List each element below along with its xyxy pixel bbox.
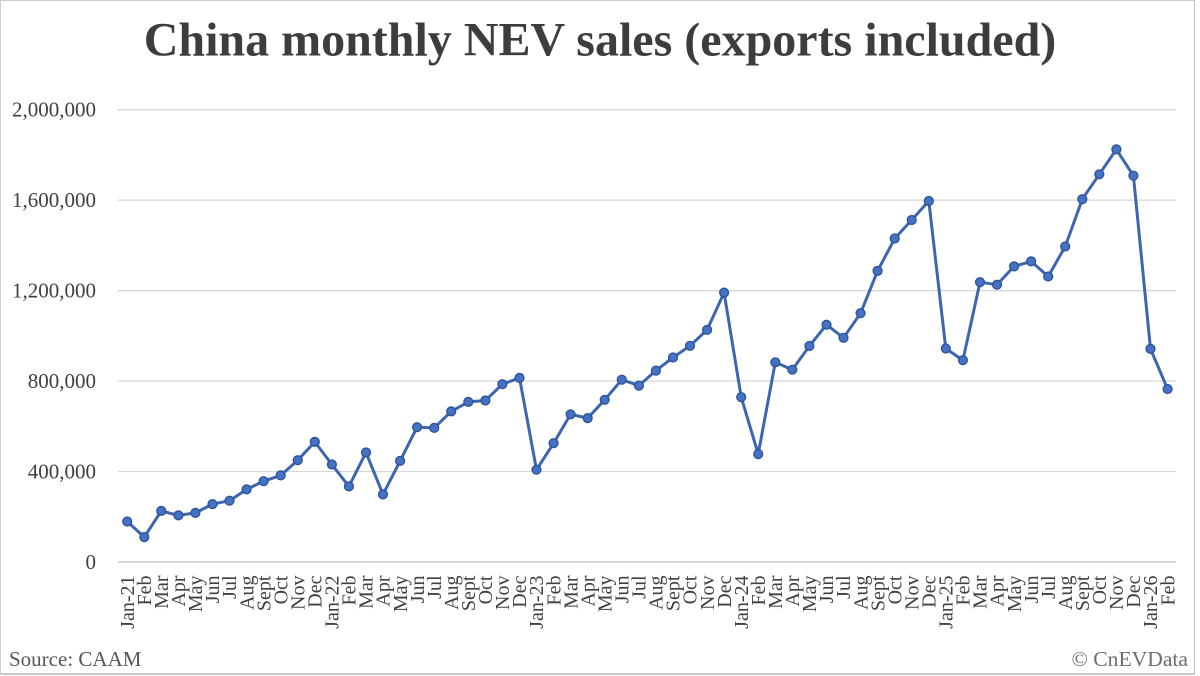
svg-text:Jun: Jun [1021, 576, 1043, 604]
svg-text:May: May [185, 576, 207, 613]
svg-text:Aug: Aug [236, 576, 258, 610]
svg-text:Mar: Mar [151, 575, 173, 609]
svg-text:1,600,000: 1,600,000 [12, 188, 96, 212]
svg-text:Mar: Mar [560, 575, 582, 609]
svg-text:Oct: Oct [475, 575, 497, 604]
svg-text:Aug: Aug [441, 576, 463, 610]
svg-text:Oct: Oct [1089, 575, 1111, 604]
svg-text:Nov: Nov [288, 576, 310, 610]
svg-text:Mar: Mar [356, 575, 378, 609]
svg-text:Jul: Jul [219, 575, 241, 599]
svg-text:Sept: Sept [867, 575, 889, 611]
svg-text:Oct: Oct [680, 575, 702, 604]
svg-text:Nov: Nov [697, 576, 719, 610]
svg-text:Apr: Apr [782, 575, 804, 606]
svg-text:Dec: Dec [714, 575, 736, 607]
svg-text:800,000: 800,000 [28, 369, 96, 393]
svg-text:Aug: Aug [646, 576, 668, 610]
svg-text:Nov: Nov [901, 576, 923, 610]
svg-text:0: 0 [86, 550, 97, 574]
svg-text:2,000,000: 2,000,000 [12, 98, 96, 122]
svg-text:Apr: Apr [987, 575, 1009, 606]
svg-text:Dec: Dec [509, 575, 531, 607]
svg-text:Jan-24: Jan-24 [731, 576, 753, 629]
svg-text:Jan-21: Jan-21 [117, 576, 139, 629]
svg-text:Jan-26: Jan-26 [1140, 576, 1162, 629]
svg-text:Feb: Feb [543, 576, 565, 606]
svg-text:Jan-22: Jan-22 [322, 576, 344, 629]
svg-text:Jun: Jun [816, 576, 838, 604]
svg-text:Jul: Jul [629, 575, 651, 599]
svg-text:Aug: Aug [1055, 576, 1077, 610]
svg-text:Dec: Dec [919, 575, 941, 607]
svg-text:1,200,000: 1,200,000 [12, 279, 96, 303]
svg-text:Mar: Mar [765, 575, 787, 609]
svg-text:May: May [594, 576, 616, 613]
svg-text:Apr: Apr [577, 575, 599, 606]
svg-text:Apr: Apr [168, 575, 190, 606]
svg-text:Sept: Sept [663, 575, 685, 611]
svg-text:May: May [1004, 576, 1026, 613]
svg-text:© CnEVData: © CnEVData [1071, 647, 1188, 671]
svg-text:Dec: Dec [1123, 575, 1145, 607]
svg-text:China monthly NEV sales (expor: China monthly NEV sales (exports include… [144, 14, 1057, 67]
svg-text:Feb: Feb [953, 576, 975, 606]
svg-text:Sept: Sept [1072, 575, 1094, 611]
svg-text:Mar: Mar [970, 575, 992, 609]
svg-text:Jul: Jul [1038, 575, 1060, 599]
svg-text:Jun: Jun [407, 576, 429, 604]
svg-text:May: May [799, 576, 821, 613]
svg-text:Nov: Nov [492, 576, 514, 610]
svg-text:Jul: Jul [424, 575, 446, 599]
svg-text:May: May [390, 576, 412, 613]
svg-text:Jan-23: Jan-23 [526, 576, 548, 629]
svg-text:Feb: Feb [339, 576, 361, 606]
svg-text:Aug: Aug [850, 576, 872, 610]
svg-text:Dec: Dec [305, 575, 327, 607]
svg-text:Jan-25: Jan-25 [936, 576, 958, 629]
svg-text:Source: CAAM: Source: CAAM [9, 647, 142, 671]
svg-text:Sept: Sept [253, 575, 275, 611]
svg-text:Feb: Feb [748, 576, 770, 606]
svg-text:Apr: Apr [373, 575, 395, 606]
svg-text:Oct: Oct [270, 575, 292, 604]
svg-text:Sept: Sept [458, 575, 480, 611]
svg-text:400,000: 400,000 [28, 459, 96, 483]
svg-text:Oct: Oct [884, 575, 906, 604]
svg-text:Jul: Jul [833, 575, 855, 599]
svg-text:Jun: Jun [612, 576, 634, 604]
svg-text:Jun: Jun [202, 576, 224, 604]
svg-text:Feb: Feb [134, 576, 156, 606]
svg-text:Feb: Feb [1157, 576, 1179, 606]
svg-text:Nov: Nov [1106, 576, 1128, 610]
